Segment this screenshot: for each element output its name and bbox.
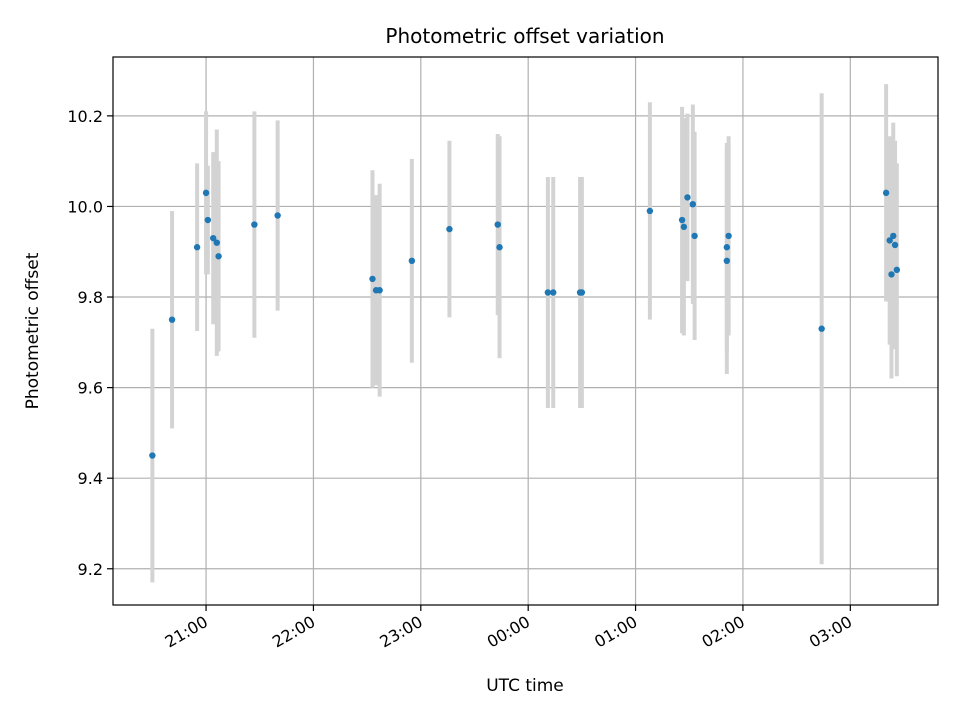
data-point [723,244,731,251]
y-axis-ticks: 9.2 9.4 9.6 9.8 10.0 10.2 [67,107,113,579]
data-point [369,275,376,283]
data-point [215,253,222,260]
y-tick-label: 10.0 [67,197,103,216]
data-point [725,232,732,240]
data-point [550,289,557,296]
data-point [446,225,453,233]
data-point [691,232,698,240]
data-point [890,232,897,240]
grid [113,57,938,605]
data-point [893,266,901,274]
data-point [578,289,586,296]
y-axis-label: Photometric offset [23,252,43,409]
y-tick-label: 9.4 [78,469,103,488]
plot-frame [112,56,939,606]
data-point [882,189,890,197]
data-point [149,452,156,459]
data-point [646,207,654,215]
data-point [213,239,220,246]
data-point [891,241,899,249]
data-point [251,221,258,228]
data-point [888,271,895,278]
data-point [202,189,210,197]
data-point [210,234,217,242]
data-point [168,316,176,323]
data-point [274,212,281,219]
data-point [376,287,383,294]
chart-title: Photometric offset variation [385,24,664,48]
data-point [684,194,691,201]
data-point [680,223,688,231]
data-point [818,325,825,332]
y-tick-label: 9.8 [78,288,103,307]
data-point [723,257,731,265]
y-tick-label: 9.6 [78,379,103,398]
data-point [689,200,697,208]
data-point [544,289,552,296]
y-tick-label: 9.2 [78,560,103,579]
y-tick-label: 10.2 [67,107,103,126]
data-point [678,216,686,224]
data-point [408,257,416,265]
data-point [886,237,893,244]
data-point [496,244,503,251]
data-points [149,189,901,459]
data-point [494,221,501,228]
data-point [193,244,201,251]
x-axis-label: UTC time [486,676,564,696]
data-point [204,216,212,224]
